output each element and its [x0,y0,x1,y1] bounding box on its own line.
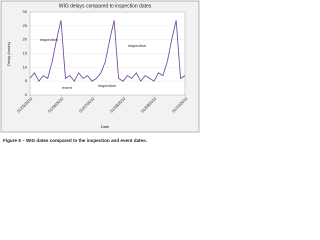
y-tick-label: 0 [25,92,28,97]
x-axis-label: Date [101,124,110,129]
data-line [29,20,186,82]
y-tick-label: 30 [23,9,28,14]
y-tick-label: 10 [23,64,28,69]
chart-title: WIG delays compared to inspection dates [59,3,152,9]
y-tick-label: 5 [25,78,28,83]
annotation: inspection [98,83,116,88]
y-tick-label: 20 [23,37,28,42]
caption: Figure 5 – WIG dates compared to the ins… [3,138,147,143]
y-tick-label: 15 [23,51,28,56]
y-tick-label: 25 [23,23,28,28]
chart: WIG delays compared to inspection dates … [0,0,200,143]
annotation: event [62,85,73,90]
annotation: inspection [40,37,58,42]
page: {"chart_data": {"type": "line", "title":… [0,0,200,144]
y-axis-label: Delay (hours) [6,41,11,66]
annotation: inspection [128,43,146,48]
